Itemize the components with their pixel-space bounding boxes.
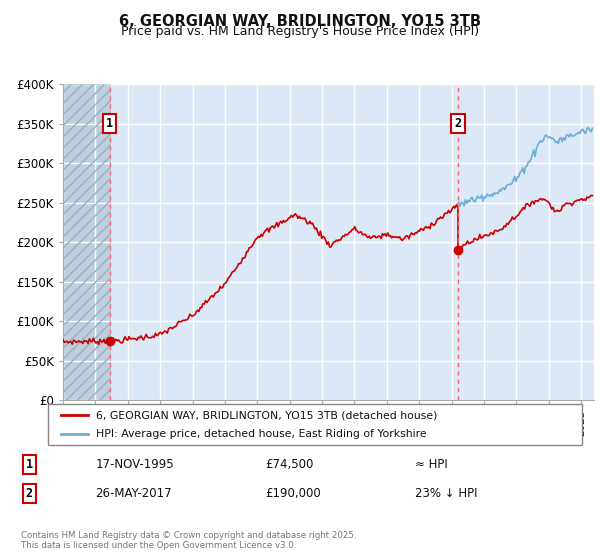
Bar [63,84,110,400]
Text: 17-NOV-1995: 17-NOV-1995 [95,458,174,471]
Text: 26-MAY-2017: 26-MAY-2017 [95,487,172,500]
Text: £74,500: £74,500 [265,458,314,471]
Text: 1: 1 [26,458,33,471]
Text: 6, GEORGIAN WAY, BRIDLINGTON, YO15 3TB: 6, GEORGIAN WAY, BRIDLINGTON, YO15 3TB [119,14,481,29]
Text: 6, GEORGIAN WAY, BRIDLINGTON, YO15 3TB (detached house): 6, GEORGIAN WAY, BRIDLINGTON, YO15 3TB (… [96,410,437,421]
Text: ≈ HPI: ≈ HPI [415,458,448,471]
Text: Price paid vs. HM Land Registry's House Price Index (HPI): Price paid vs. HM Land Registry's House … [121,25,479,38]
Text: 23% ↓ HPI: 23% ↓ HPI [415,487,478,500]
Text: 1: 1 [106,117,113,130]
Text: 2: 2 [26,487,33,500]
Text: HPI: Average price, detached house, East Riding of Yorkshire: HPI: Average price, detached house, East… [96,429,427,439]
Text: Contains HM Land Registry data © Crown copyright and database right 2025.
This d: Contains HM Land Registry data © Crown c… [21,531,356,550]
Bar [63,84,110,400]
Text: £190,000: £190,000 [265,487,321,500]
Text: 2: 2 [454,117,461,130]
